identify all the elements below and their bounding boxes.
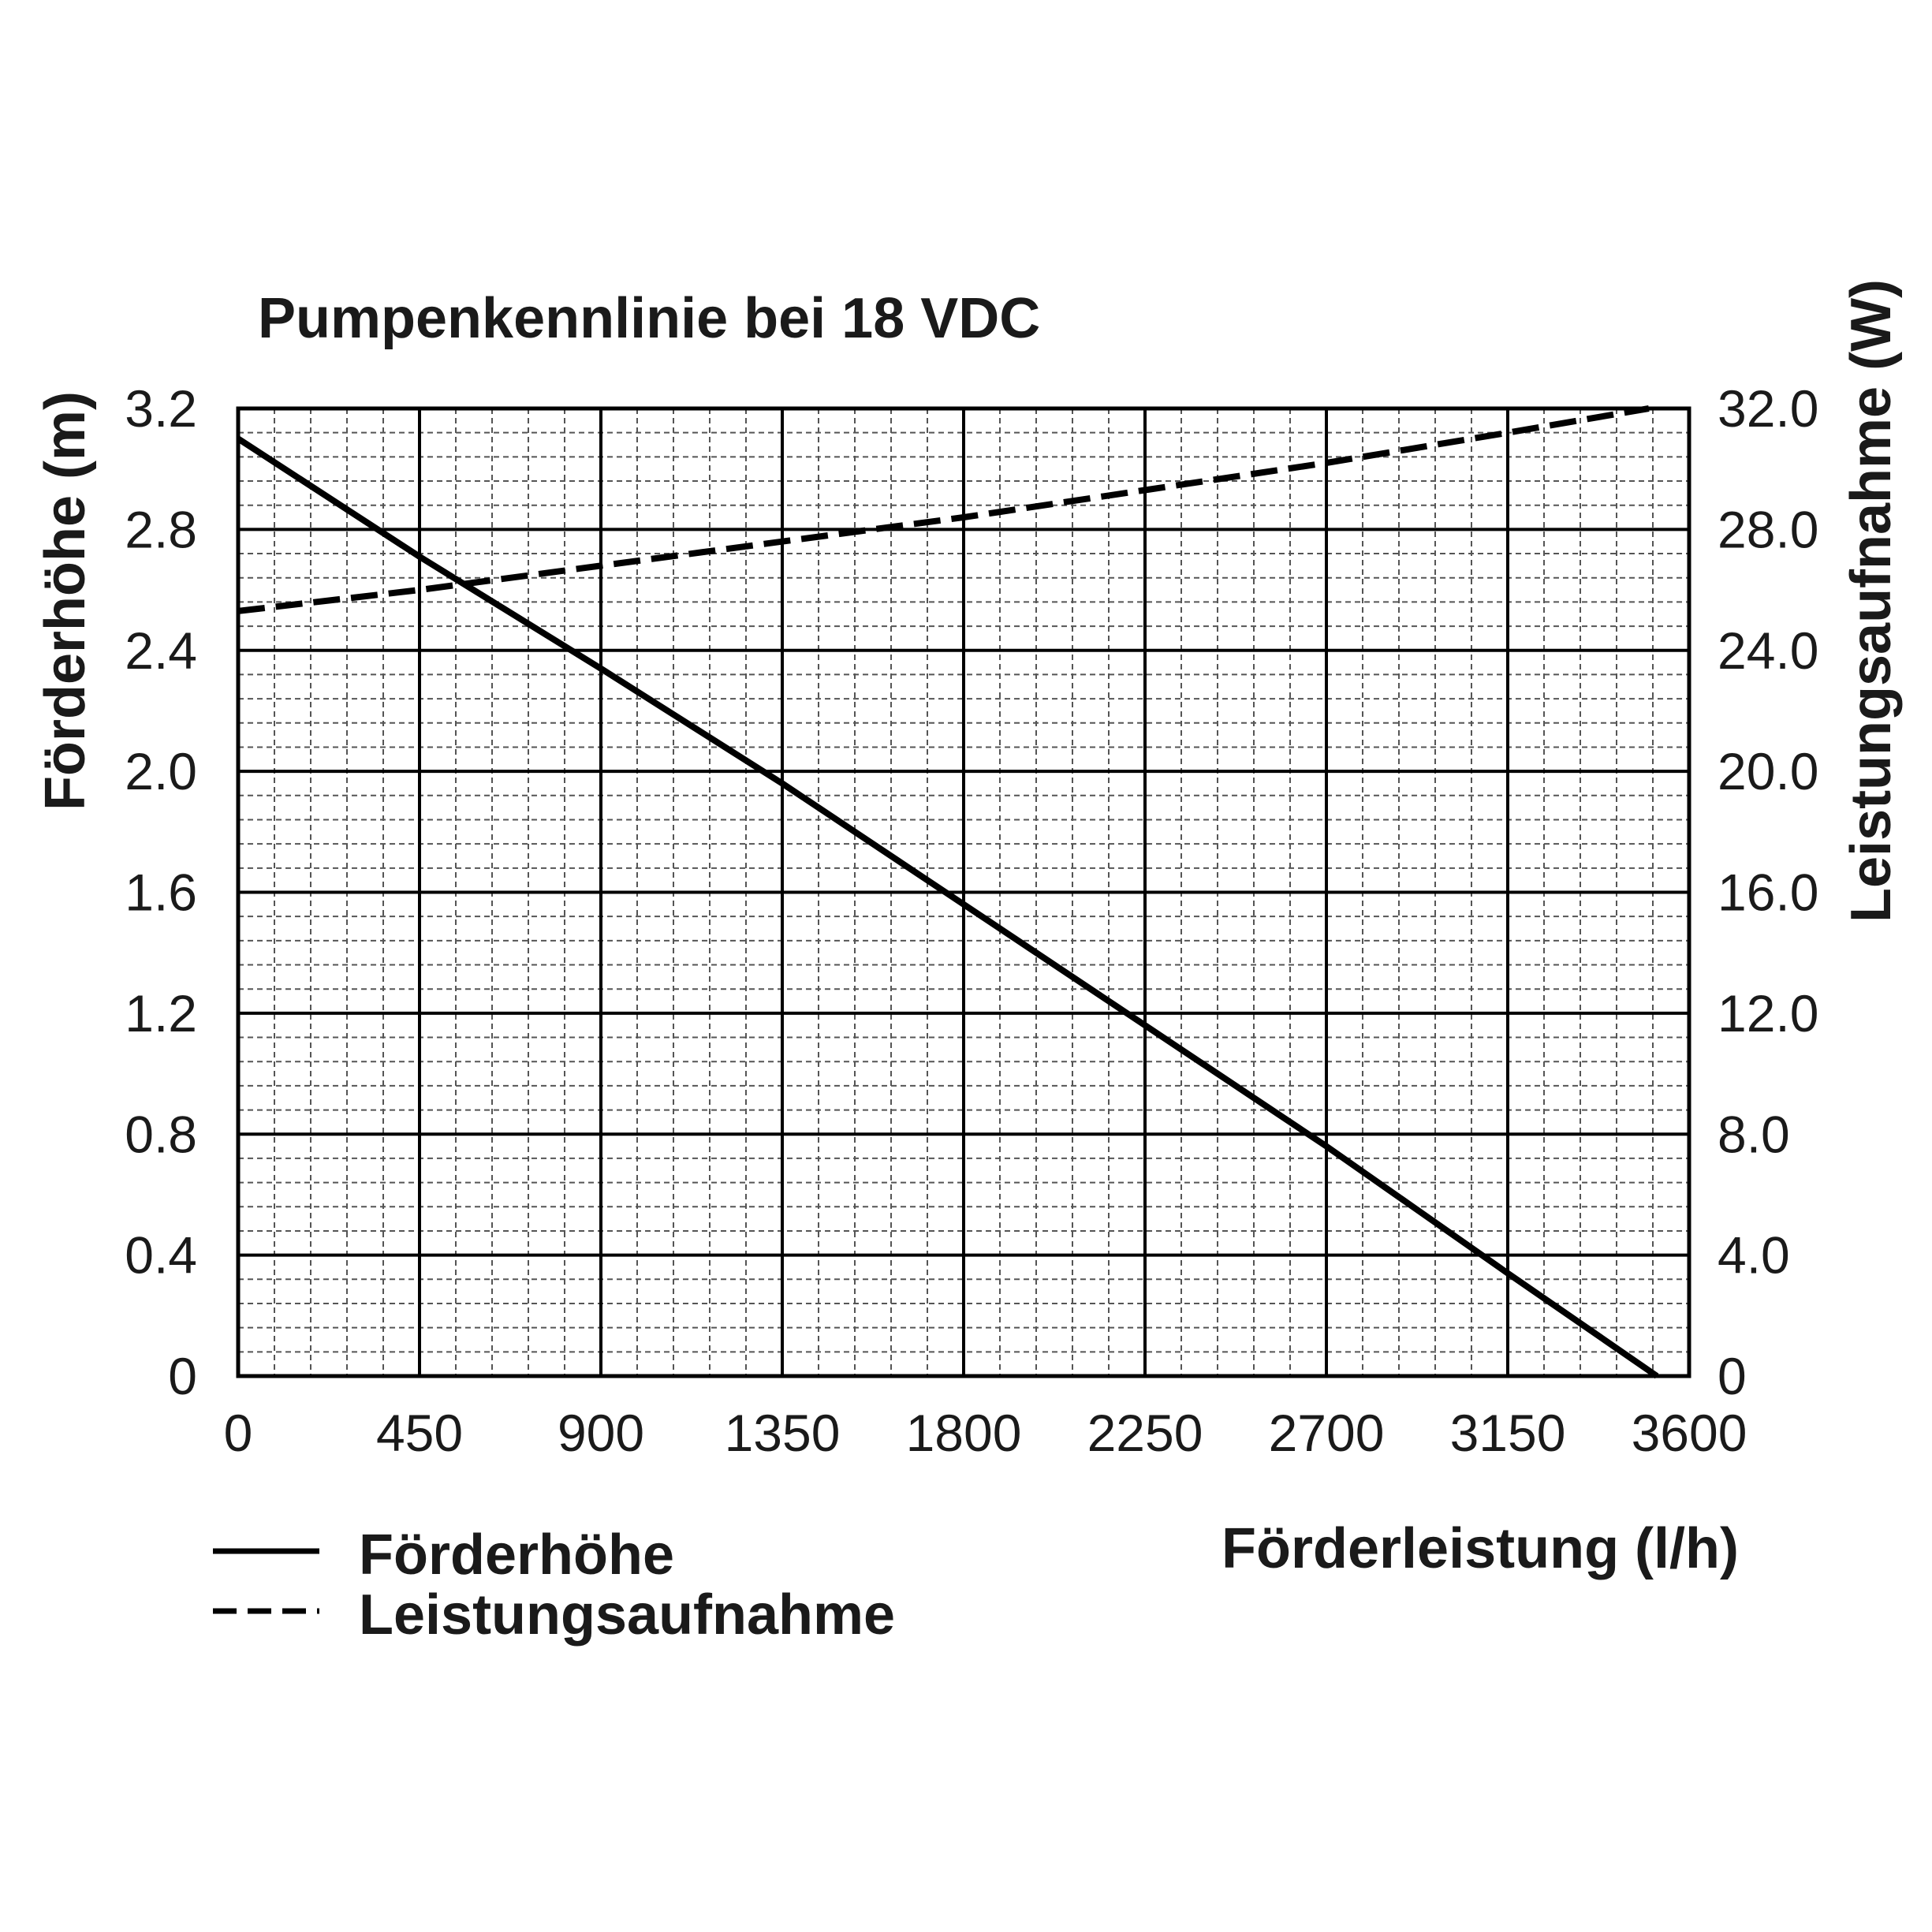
right-tick-label: 0 [1718,1347,1747,1405]
grid-major [238,408,1689,1376]
series-layer [236,405,1659,1379]
x-axis-label: Förderleistung (l/h) [1221,1517,1739,1580]
right-tick-label: 20.0 [1718,742,1818,800]
legend-label-leistungsaufnahme: Leistungsaufnahme [359,1583,895,1647]
right-tick-label: 16.0 [1718,863,1818,922]
right-tick-label: 4.0 [1718,1226,1790,1285]
x-axis-ticks: 0 450 900 1350 1800 2250 2700 3150 3600 [224,1404,1747,1462]
left-tick-label: 2.8 [125,500,197,558]
right-axis-ticks: 0 4.0 8.0 12.0 16.0 20.0 24.0 28.0 32.0 [1718,379,1818,1405]
x-tick-label: 2250 [1087,1404,1203,1462]
x-tick-label: 450 [376,1404,463,1462]
x-tick-label: 900 [558,1404,644,1462]
right-tick-label: 12.0 [1718,984,1818,1042]
right-tick-label: 32.0 [1718,379,1818,438]
legend: Förderhöhe Leistungsaufnahme [213,1524,895,1647]
left-tick-label: 0.8 [125,1105,197,1163]
x-tick-label: 3600 [1632,1404,1747,1462]
left-tick-label: 3.2 [125,379,197,438]
x-tick-label: 1350 [725,1404,841,1462]
x-tick-label: 3150 [1450,1404,1566,1462]
left-tick-label: 1.6 [125,863,197,922]
plot-frame [236,406,1691,1378]
legend-label-foerderhoehe: Förderhöhe [359,1524,674,1587]
left-tick-label: 0.4 [125,1226,197,1285]
left-axis-ticks: 0 0.4 0.8 1.2 1.6 2.0 2.4 2.8 3.2 [125,379,197,1405]
right-tick-label: 28.0 [1718,500,1818,558]
x-tick-label: 0 [224,1404,253,1462]
left-tick-label: 0 [168,1347,197,1405]
left-axis-label: Förderhöhe (m) [34,391,97,811]
x-tick-label: 2700 [1269,1404,1385,1462]
right-axis-label: Leistungsaufnahme (W) [1840,279,1903,923]
series-line-leistungsaufnahme [237,405,1650,614]
right-tick-label: 24.0 [1718,621,1818,680]
left-tick-label: 1.2 [125,984,197,1042]
x-tick-label: 1800 [906,1404,1022,1462]
chart-title: Pumpenkennlinie bei 18 VDC [258,287,1040,350]
series-line-foerderhoehe [236,435,1659,1379]
left-tick-label: 2.0 [125,742,197,800]
right-tick-label: 8.0 [1718,1105,1790,1163]
left-tick-label: 2.4 [125,621,197,680]
